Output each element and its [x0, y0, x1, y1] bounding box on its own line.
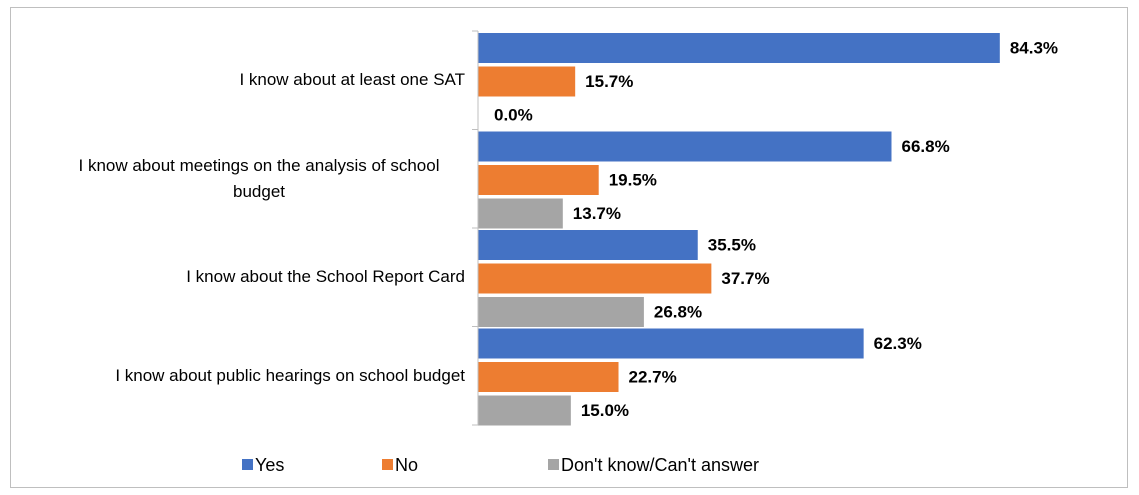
value-label: 66.8%: [901, 137, 949, 156]
bar: [478, 297, 644, 327]
bar: [478, 230, 698, 260]
category-label: I know about meetings on the analysis of…: [78, 155, 440, 201]
legend-swatch: [548, 459, 559, 470]
legend-label: Don't know/Can't answer: [561, 455, 759, 475]
value-label: 15.0%: [581, 401, 629, 420]
bar: [478, 131, 892, 162]
bar: [478, 395, 571, 426]
category-label: I know about public hearings on school b…: [115, 365, 465, 385]
chart-border: [10, 7, 1128, 488]
value-label: 0.0%: [494, 105, 533, 124]
bar: [478, 165, 599, 195]
value-label: 26.8%: [654, 302, 702, 321]
bar: [478, 33, 1000, 63]
legend-label: Yes: [255, 455, 284, 475]
value-label: 35.5%: [708, 235, 756, 254]
category-label: I know about at least one SAT: [239, 70, 465, 90]
bar: [478, 362, 619, 392]
legend-swatch: [242, 459, 253, 470]
legend-label: No: [395, 455, 418, 475]
value-label: 37.7%: [721, 269, 769, 288]
bar: [478, 66, 576, 97]
value-label: 22.7%: [629, 367, 677, 386]
value-label: 84.3%: [1010, 38, 1058, 57]
bar: [478, 328, 864, 359]
value-label: 62.3%: [874, 334, 922, 353]
bar: [478, 198, 563, 229]
category-label: I know about the School Report Card: [186, 267, 465, 287]
bar: [478, 263, 712, 294]
value-label: 19.5%: [609, 170, 657, 189]
value-label: 13.7%: [573, 204, 621, 223]
legend-swatch: [382, 459, 393, 470]
value-label: 15.7%: [585, 72, 633, 91]
